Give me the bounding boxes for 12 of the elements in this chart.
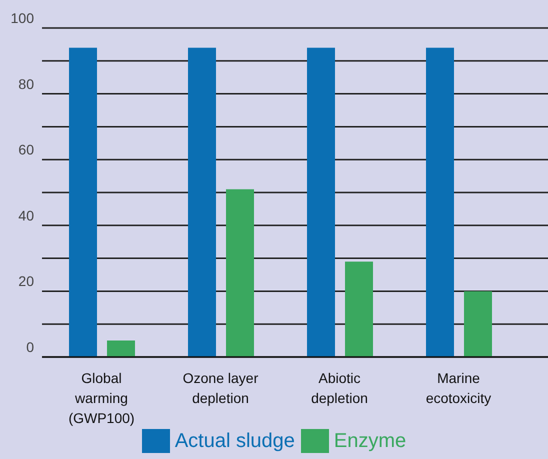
y-tick-label: 0 — [26, 338, 34, 355]
y-tick-label: 20 — [18, 273, 34, 290]
x-tick-label: Marine ecotoxicity — [426, 370, 492, 406]
x-tick-label: Abiotic depletion — [311, 370, 368, 406]
x-tick-label: Global warming (GWP100) — [68, 370, 135, 426]
x-tick-label: Ozone layer depletion — [182, 370, 259, 406]
y-tick-label: 60 — [18, 142, 34, 158]
y-tick-label: 100 — [10, 10, 34, 26]
legend-label: Enzyme — [334, 430, 406, 452]
legend-label: Actual sludge — [174, 430, 295, 452]
y-tick-label: 40 — [18, 207, 34, 224]
y-tick-label: 80 — [18, 76, 34, 92]
